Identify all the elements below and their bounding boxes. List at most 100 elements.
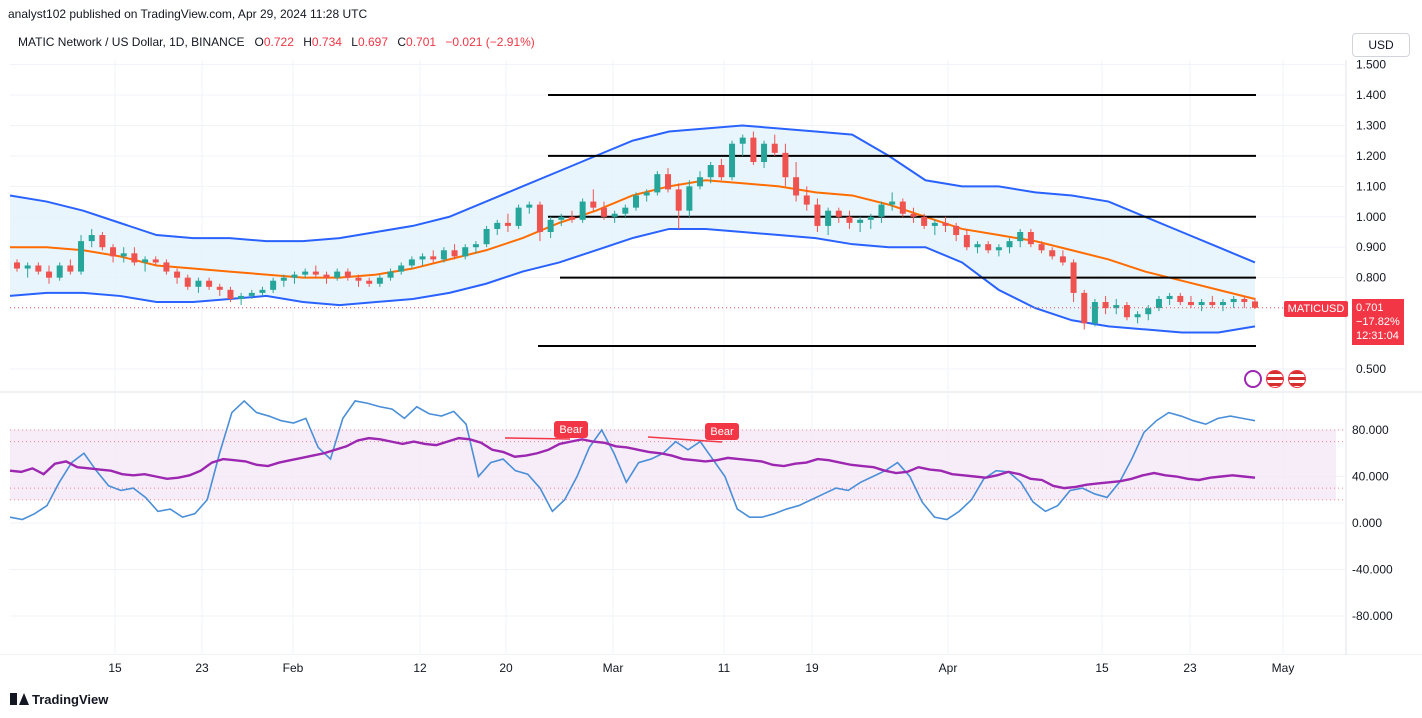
bollinger-fill bbox=[10, 125, 1255, 333]
candle-body bbox=[953, 225, 960, 236]
time-tick-label: Mar bbox=[603, 661, 624, 675]
candle-body bbox=[14, 262, 20, 269]
candle-body bbox=[707, 165, 714, 178]
lightning-icon[interactable] bbox=[1244, 370, 1262, 388]
symbol-name: MATIC Network / US Dollar, 1D, BINANCE bbox=[18, 35, 245, 49]
candle-body bbox=[302, 271, 309, 275]
us-flag-icon[interactable] bbox=[1266, 370, 1284, 388]
candle-body bbox=[312, 271, 319, 275]
bear-label: Bear bbox=[559, 424, 583, 436]
candle-body bbox=[857, 219, 864, 223]
price-tick-label: 1.400 bbox=[1356, 88, 1386, 102]
candle-body bbox=[387, 271, 394, 278]
candle-body bbox=[931, 222, 938, 226]
bear-label-bg bbox=[705, 423, 739, 440]
candle-body bbox=[291, 274, 298, 278]
candle-body bbox=[131, 253, 138, 263]
candle-body bbox=[974, 244, 981, 248]
price-tick-label: 1.100 bbox=[1356, 179, 1386, 193]
osc-tick-label: 0.000 bbox=[1352, 516, 1382, 530]
time-tick-label: 23 bbox=[195, 661, 209, 675]
candle-body bbox=[270, 280, 277, 290]
candle-body bbox=[654, 174, 661, 193]
price-tag-symbol: MATICUSD bbox=[1284, 301, 1348, 317]
bollinger-upper bbox=[9, 124, 1256, 264]
candle-body bbox=[611, 213, 618, 217]
candle-body bbox=[184, 277, 191, 287]
candle-body bbox=[504, 222, 511, 226]
us-flag-icon[interactable] bbox=[1288, 370, 1306, 388]
candle-body bbox=[675, 189, 682, 211]
candle-body bbox=[280, 277, 287, 281]
divergence-line bbox=[647, 436, 723, 443]
time-tick-label: 15 bbox=[108, 661, 122, 675]
candle-body bbox=[451, 250, 458, 257]
currency-button[interactable]: USD bbox=[1352, 33, 1410, 57]
osc-tick-label: -80.000 bbox=[1352, 609, 1393, 623]
time-tick-label: Apr bbox=[939, 661, 958, 675]
candle-body bbox=[867, 216, 874, 220]
candle-body bbox=[56, 265, 63, 278]
change-value: −0.021 (−2.91%) bbox=[445, 35, 535, 49]
candle-body bbox=[120, 253, 127, 257]
candle-body bbox=[1123, 305, 1130, 318]
candle-body bbox=[67, 265, 74, 272]
candle-body bbox=[1017, 232, 1024, 242]
candle-body bbox=[259, 289, 266, 293]
high-label: H bbox=[303, 35, 312, 49]
candle-body bbox=[366, 280, 373, 284]
close-value: 0.701 bbox=[406, 35, 437, 49]
candle-body bbox=[1091, 302, 1098, 324]
candle-body bbox=[579, 201, 586, 220]
candle-body bbox=[419, 256, 426, 260]
candle-body bbox=[889, 201, 896, 205]
candle-body bbox=[1038, 244, 1045, 251]
candle-body bbox=[1113, 305, 1120, 309]
candle-body bbox=[643, 192, 650, 196]
candle-body bbox=[825, 210, 832, 226]
candle-body bbox=[1070, 262, 1077, 293]
candle-body bbox=[483, 228, 490, 245]
candle-body bbox=[771, 143, 778, 153]
candle-body bbox=[590, 201, 597, 208]
candle-body bbox=[1209, 302, 1216, 306]
brand-label: TradingView bbox=[32, 692, 109, 707]
candle-body bbox=[803, 195, 810, 205]
last-price-tag: MATICUSD 0.701 −17.82% 12:31:04 bbox=[1284, 299, 1406, 345]
candle-body bbox=[835, 210, 842, 217]
event-icons[interactable] bbox=[1244, 370, 1314, 390]
candle-body bbox=[35, 265, 42, 272]
candle-body bbox=[515, 207, 522, 226]
price-tick-label: 1.200 bbox=[1356, 149, 1386, 163]
publisher-line: analyst102 published on TradingView.com,… bbox=[8, 7, 368, 21]
candle-body bbox=[729, 143, 736, 178]
candle-body bbox=[174, 271, 181, 278]
osc-tick-label: 80.000 bbox=[1352, 423, 1389, 437]
time-tick-label: 11 bbox=[718, 661, 731, 675]
candle-body bbox=[963, 235, 970, 248]
horizontal-levels[interactable] bbox=[538, 94, 1256, 347]
candle-body bbox=[1187, 302, 1194, 306]
candle-body bbox=[633, 195, 639, 208]
tradingview-logo: TradingView bbox=[10, 692, 108, 707]
candle-body bbox=[142, 259, 149, 263]
candle-body bbox=[110, 247, 117, 257]
candle-body bbox=[408, 259, 415, 266]
candle-body bbox=[323, 274, 330, 278]
candle-body bbox=[568, 216, 575, 220]
price-tick-label: 1.000 bbox=[1356, 210, 1386, 224]
open-value: 0.722 bbox=[263, 35, 294, 49]
price-tick-label: 0.500 bbox=[1356, 362, 1386, 376]
candle-body bbox=[622, 207, 629, 214]
candle-body bbox=[782, 152, 789, 178]
candle-body bbox=[376, 277, 383, 284]
bollinger-basis bbox=[10, 179, 1256, 300]
candle-body bbox=[995, 247, 1002, 251]
price-tick-label: 0.800 bbox=[1356, 271, 1386, 285]
low-label: L bbox=[351, 35, 358, 49]
candle-body bbox=[472, 244, 479, 248]
price-tag-box: 0.701 −17.82% 12:31:04 bbox=[1352, 299, 1404, 345]
time-tick-label: 12 bbox=[413, 661, 427, 675]
candlesticks bbox=[10, 131, 1284, 330]
